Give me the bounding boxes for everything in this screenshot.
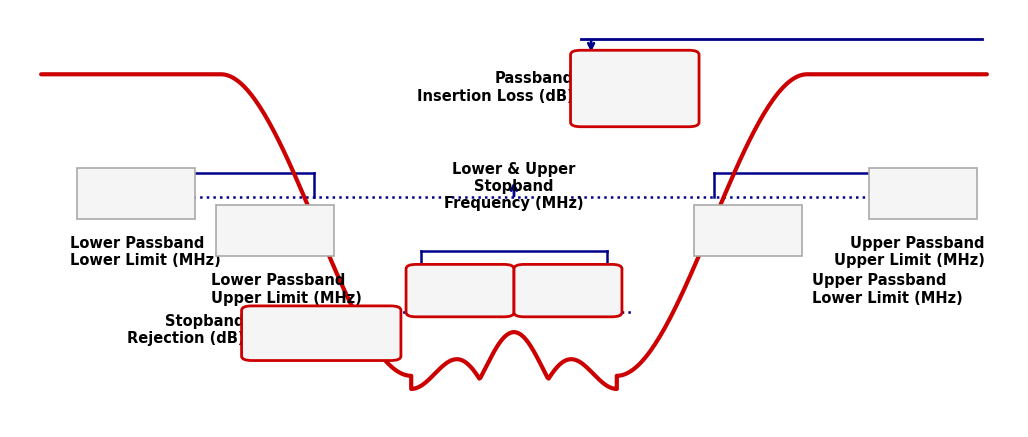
- Text: Lower Passband
Lower Limit (MHz): Lower Passband Lower Limit (MHz): [70, 236, 221, 268]
- Text: Lower & Upper
Stopband
Frequency (MHz): Lower & Upper Stopband Frequency (MHz): [444, 162, 584, 212]
- FancyBboxPatch shape: [694, 205, 802, 256]
- Text: Lower Passband
Upper Limit (MHz): Lower Passband Upper Limit (MHz): [211, 273, 362, 305]
- FancyBboxPatch shape: [77, 168, 195, 218]
- FancyBboxPatch shape: [514, 264, 622, 317]
- FancyBboxPatch shape: [869, 168, 977, 218]
- FancyBboxPatch shape: [571, 50, 699, 127]
- Text: Upper Passband
Upper Limit (MHz): Upper Passband Upper Limit (MHz): [834, 236, 985, 268]
- Text: Passband
Insertion Loss (dB): Passband Insertion Loss (dB): [417, 71, 574, 104]
- FancyBboxPatch shape: [406, 264, 514, 317]
- Text: Stopband
Rejection (dB): Stopband Rejection (dB): [127, 314, 245, 346]
- FancyBboxPatch shape: [216, 205, 334, 256]
- Text: Upper Passband
Lower Limit (MHz): Upper Passband Lower Limit (MHz): [812, 273, 963, 305]
- FancyBboxPatch shape: [242, 306, 401, 361]
